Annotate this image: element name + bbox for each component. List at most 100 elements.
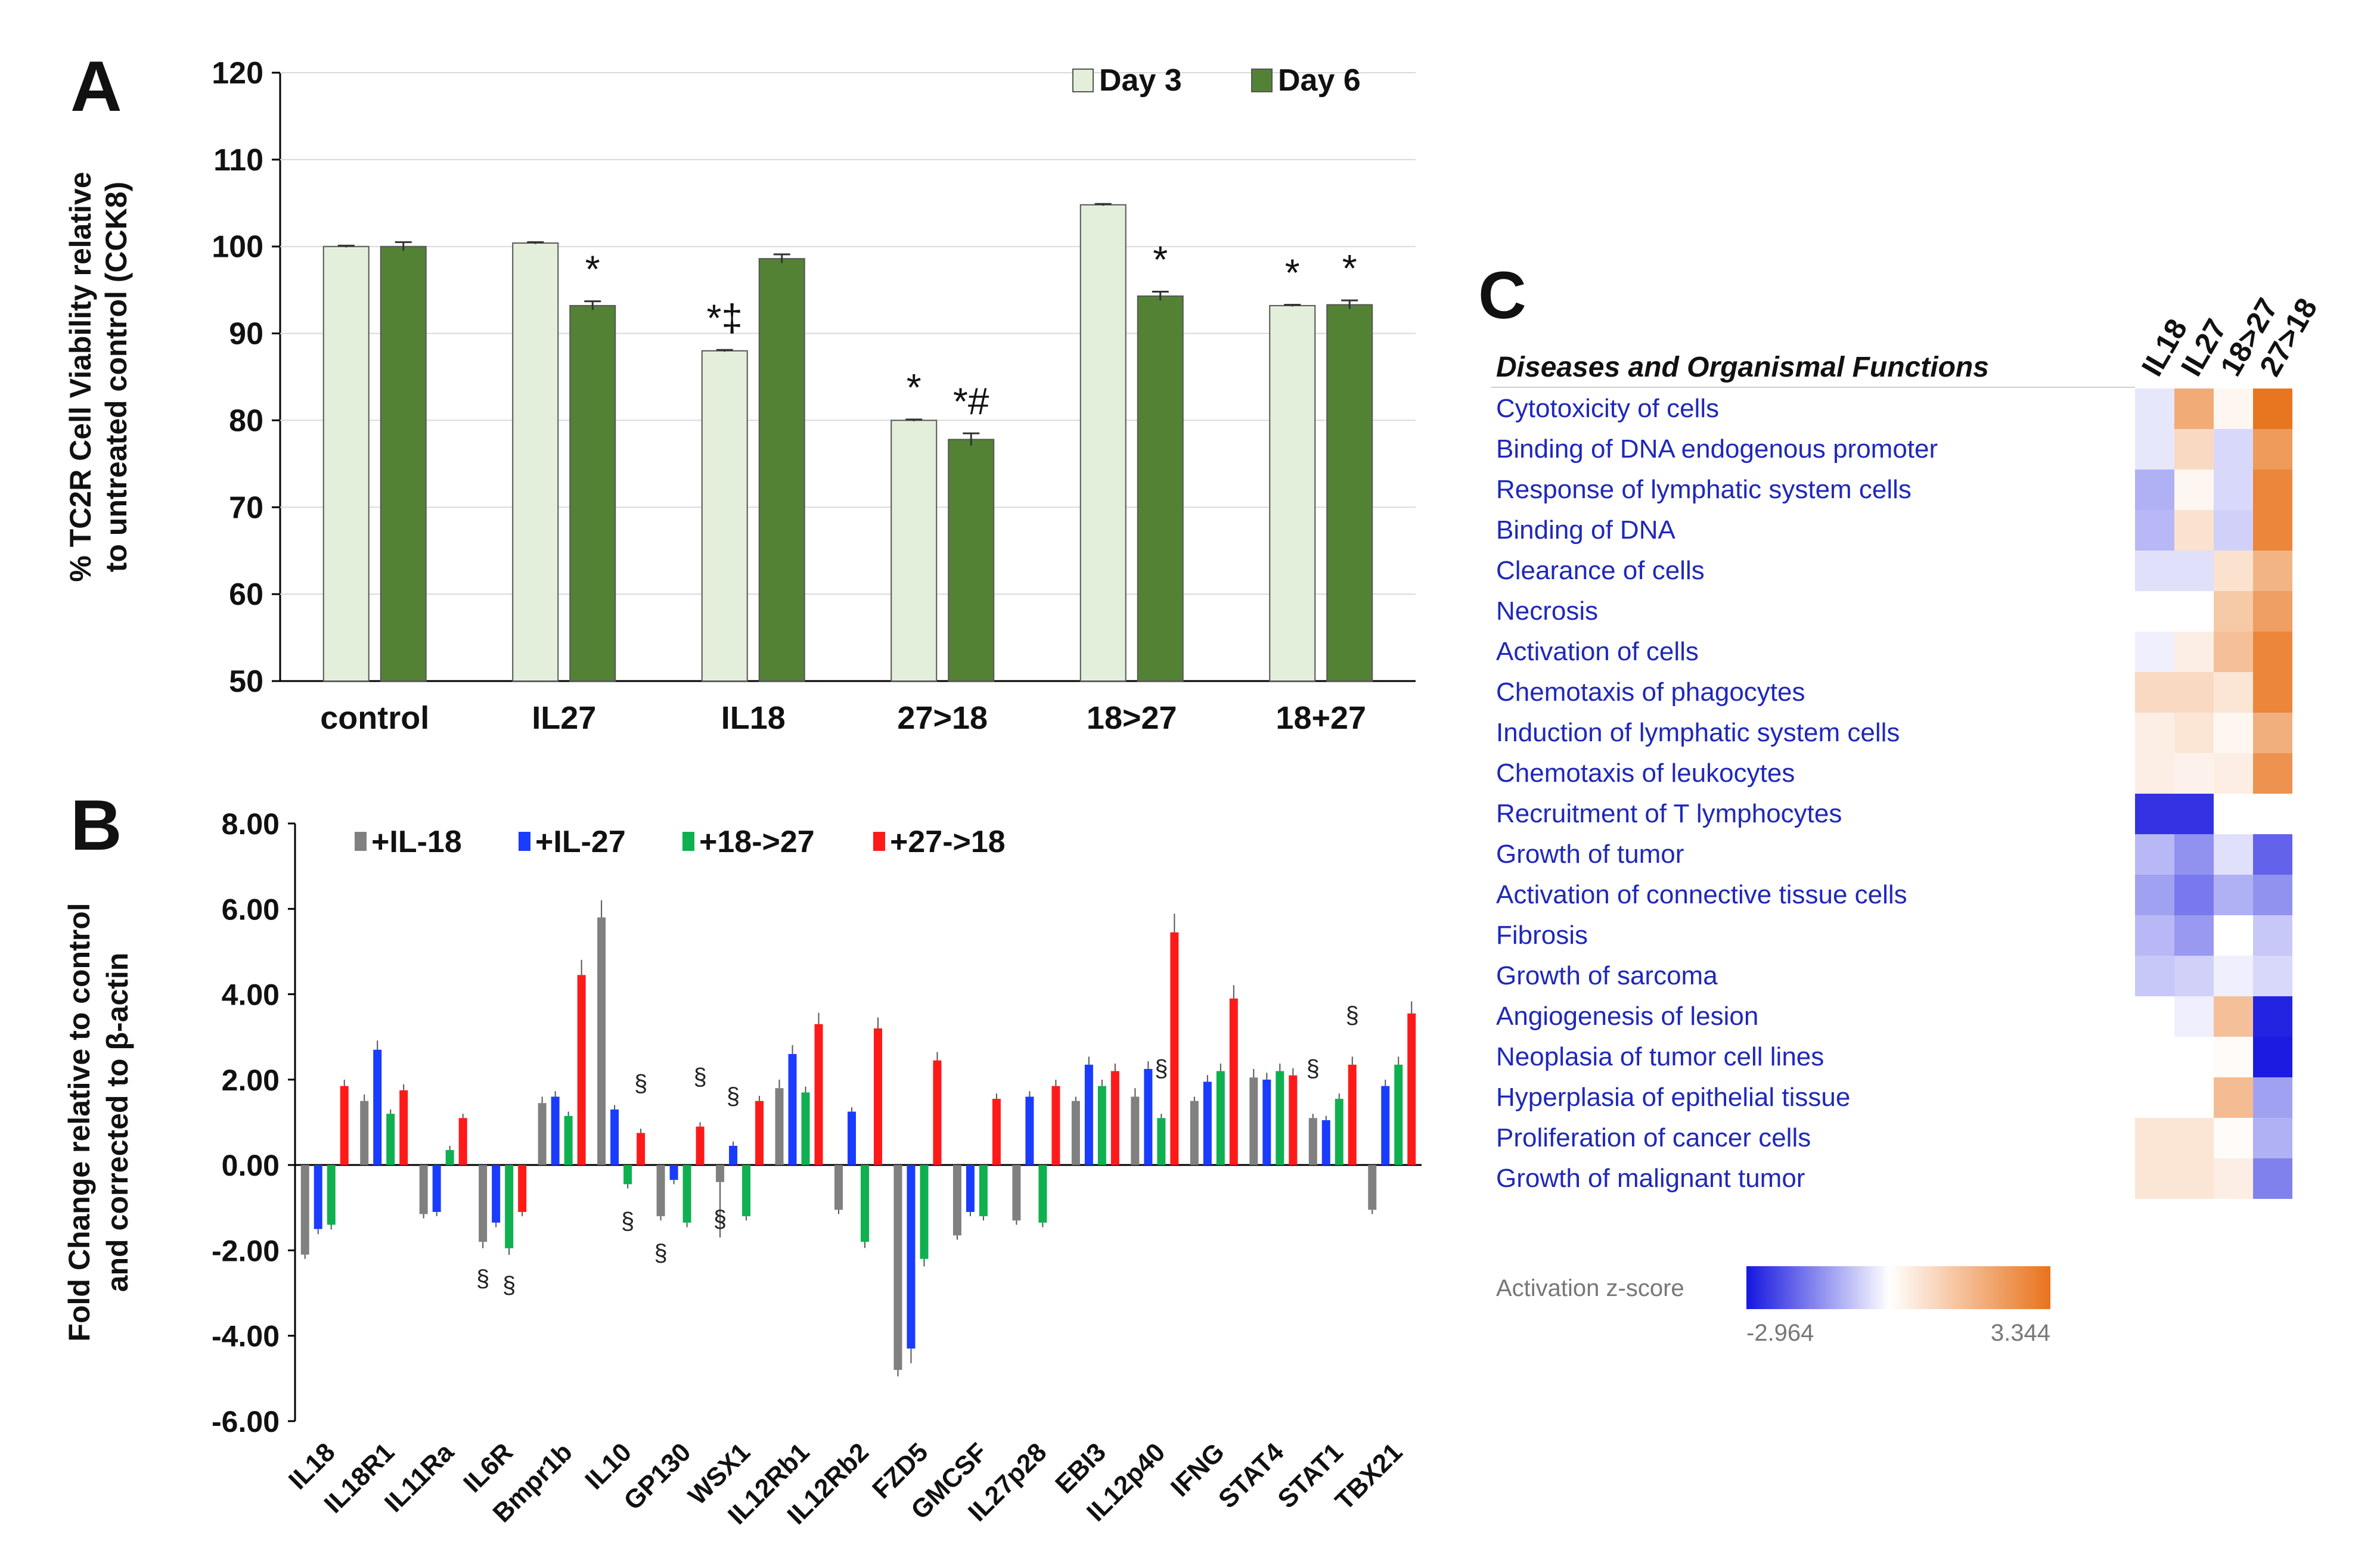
bar-il-27-il12rb2 (848, 1111, 856, 1166)
row-label-angiogenesis-of-lesion: Angiogenesis of lesion (1496, 1002, 1758, 1031)
row-label-hyperplasia-of-epithelial-tissue: Hyperplasia of epithelial tissue (1496, 1083, 1850, 1112)
row-label-activation-of-cells: Activation of cells (1496, 637, 1699, 666)
heatmap-cell-cytotoxicity-of-cells-27-18 (2253, 388, 2292, 429)
legend-swatch-27-18 (873, 832, 885, 851)
bar-27-18-ifng (1229, 998, 1238, 1166)
heatmap-cell-activation-of-cells-27-18 (2253, 632, 2292, 672)
heatmap-cell-growth-of-malignant-tumor-il18 (2135, 1158, 2174, 1199)
significance-marker: § (727, 1083, 740, 1109)
bar-il-27-wsx1 (729, 1145, 738, 1166)
heatmap-cell-hyperplasia-of-epithelial-tissue-27-18 (2253, 1077, 2292, 1118)
bar-18-27-stat4 (1276, 1071, 1284, 1166)
heatmap-cell-growth-of-malignant-tumor-il27 (2174, 1158, 2214, 1199)
bar-18-27-il12p40 (1157, 1118, 1166, 1166)
panel-c-heatmap: Diseases and Organismal Functions IL18IL2… (1491, 293, 2324, 1346)
bar-il-18-wsx1 (716, 1165, 725, 1182)
row-label-recruitment-of-t-lymphocytes: Recruitment of T lymphocytes (1496, 799, 1842, 828)
x-tick-label-il27: IL27 (532, 700, 596, 736)
y-tick-label: -6.00 (212, 1405, 280, 1438)
bar-18-27-stat1 (1335, 1099, 1343, 1166)
heatmap-cell-recruitment-of-t-lymphocytes-il27 (2174, 794, 2214, 834)
significance-marker: * (585, 248, 600, 291)
bar-il-27-il12p40 (1144, 1068, 1153, 1166)
bar-27-18-il27p28 (1051, 1086, 1060, 1166)
bar-27-18-stat4 (1289, 1075, 1298, 1166)
legend-swatch-day-6 (1251, 69, 1273, 92)
significance-marker: § (713, 1206, 727, 1232)
heatmap-cell-activation-of-cells-il18 (2135, 632, 2174, 672)
bar-il-18-bmpr1b (538, 1103, 547, 1166)
heatmap-cell-growth-of-tumor-il27 (2174, 834, 2214, 875)
bar-il-27-gp130 (669, 1165, 678, 1180)
heatmap-cell-activation-of-connective-tissue-cells-18-27 (2214, 875, 2253, 915)
bar-18-27-il10 (623, 1165, 632, 1185)
heatmap-title: Diseases and Organismal Functions (1496, 352, 1989, 383)
heatmap-cell-binding-of-dna-il27 (2174, 510, 2214, 551)
bar-il-27-il11ra (432, 1165, 441, 1212)
bar-day-3-control (322, 245, 370, 682)
y-tick-label: 120 (212, 56, 263, 91)
bar-il-18-fzd5 (893, 1165, 902, 1370)
panel-c-letter: C (1478, 258, 1526, 332)
x-tick-label-18-27: 18+27 (1276, 700, 1366, 736)
legend-min-label: -2.964 (1746, 1320, 1814, 1346)
x-tick-label-il18: IL18 (721, 700, 786, 736)
heatmap-cell-cytotoxicity-of-cells-il18 (2135, 388, 2174, 429)
significance-marker: *‡ (707, 296, 743, 339)
heatmap-cell-hyperplasia-of-epithelial-tissue-18-27 (2214, 1077, 2253, 1118)
bar-27-18-il10 (637, 1133, 646, 1166)
bar-18-27-ebi3 (1097, 1086, 1106, 1166)
heatmap-cell-chemotaxis-of-phagocytes-il27 (2174, 672, 2214, 713)
bar-18-27-il18 (327, 1165, 336, 1225)
bar-il-18-il27p28 (1012, 1165, 1021, 1221)
significance-marker: § (476, 1266, 489, 1292)
heatmap-cell-binding-of-dna-endogenous-promoter-27-18 (2253, 429, 2292, 470)
y-tick-label: -2.00 (212, 1234, 280, 1267)
y-tick-label: 6.00 (222, 893, 280, 926)
bar-il-27-il6r (492, 1165, 501, 1223)
bar-il-27-stat1 (1321, 1120, 1330, 1166)
bar-il-27-il18 (314, 1165, 322, 1229)
legend-label-il-18: +IL-18 (371, 825, 462, 859)
bar-18-27-il27p28 (1038, 1165, 1047, 1223)
heatmap-cell-binding-of-dna-il18 (2135, 510, 2174, 551)
x-tick-label-stat4: STAT4 (1213, 1437, 1290, 1514)
heatmap-cell-chemotaxis-of-leukocytes-18-27 (2214, 753, 2253, 794)
legend-label-day-3: Day 3 (1099, 63, 1182, 98)
y-tick-label: 50 (229, 664, 263, 699)
bar-27-18-tbx21 (1407, 1013, 1416, 1166)
bar-18-27-il12rb2 (861, 1165, 869, 1242)
significance-marker: *# (953, 380, 989, 422)
heatmap-cell-chemotaxis-of-leukocytes-27-18 (2253, 753, 2292, 794)
bar-27-18-ebi3 (1110, 1071, 1119, 1166)
heatmap-cell-response-of-lymphatic-system-cells-27-18 (2253, 470, 2292, 510)
heatmap-cell-binding-of-dna-endogenous-promoter-il27 (2174, 429, 2214, 470)
heatmap-cell-clearance-of-cells-18-27 (2214, 551, 2253, 591)
heatmap-cell-clearance-of-cells-il18 (2135, 551, 2174, 591)
bar-il-27-il12rb1 (788, 1053, 797, 1166)
heatmap-cell-activation-of-cells-18-27 (2214, 632, 2253, 672)
bar-il-18-il6r (479, 1165, 488, 1242)
heatmap-cell-growth-of-sarcoma-il18 (2135, 956, 2174, 996)
x-tick-label-gp130: GP130 (618, 1437, 697, 1516)
heatmap-cell-response-of-lymphatic-system-cells-il27 (2174, 470, 2214, 510)
heatmap-cell-induction-of-lymphatic-system-cells-il27 (2174, 713, 2214, 753)
bar-day-6-18-27 (1137, 295, 1184, 682)
heatmap-cell-angiogenesis-of-lesion-27-18 (2253, 996, 2292, 1037)
y-axis-label-line-1: % TC2R Cell Viability relative (64, 172, 97, 582)
heatmap-cell-proliferation-of-cancer-cells-18-27 (2214, 1118, 2253, 1158)
heatmap-cell-induction-of-lymphatic-system-cells-27-18 (2253, 713, 2292, 753)
heatmap-cell-cytotoxicity-of-cells-il27 (2174, 388, 2214, 429)
bar-il-27-ebi3 (1084, 1064, 1093, 1166)
legend-title: Activation z-score (1496, 1275, 1684, 1301)
legend-label-27-18: +27->18 (890, 825, 1006, 859)
bar-il-27-stat4 (1262, 1079, 1271, 1166)
heatmap-cell-fibrosis-27-18 (2253, 915, 2292, 956)
legend-label-il-27: +IL-27 (535, 825, 626, 859)
heatmap-cell-binding-of-dna-27-18 (2253, 510, 2292, 551)
bar-18-27-fzd5 (920, 1165, 929, 1259)
bar-18-27-il18r1 (386, 1114, 395, 1166)
y-axis-label: Fold Change relative to control and corre… (63, 903, 134, 1341)
bar-il-18-il12p40 (1131, 1096, 1140, 1166)
heatmap-cell-neoplasia-of-tumor-cell-lines-27-18 (2253, 1037, 2292, 1077)
